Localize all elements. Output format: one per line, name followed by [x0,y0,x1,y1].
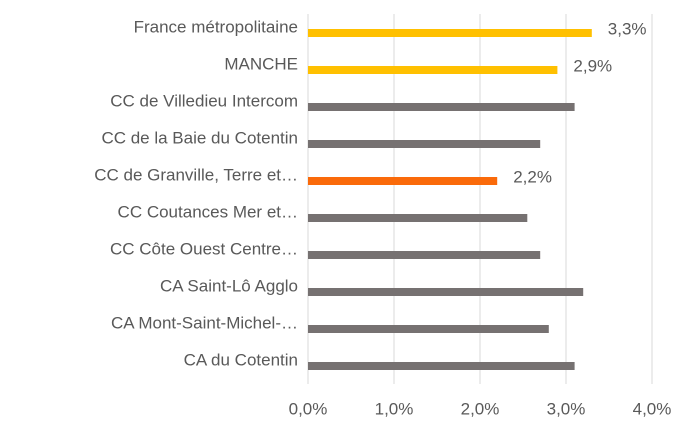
y-tick-label: CC de Granville, Terre et… [94,165,298,184]
x-tick-label: 2,0% [461,399,500,418]
y-tick-label: CC de la Baie du Cotentin [101,128,298,147]
bar [308,66,558,74]
y-tick-label: CC Coutances Mer et… [118,202,298,221]
x-tick-label: 1,0% [375,399,414,418]
bar [308,177,498,185]
bar [308,29,592,37]
bar [308,214,528,222]
x-tick-label: 3,0% [547,399,586,418]
y-tick-label: CA Mont-Saint-Michel-… [111,313,298,332]
bar [308,325,549,333]
y-tick-label: MANCHE [224,54,298,73]
x-tick-label: 4,0% [633,399,672,418]
data-label: 2,9% [573,56,612,75]
bar [308,362,575,370]
x-tick-label: 0,0% [289,399,328,418]
y-tick-label: CA du Cotentin [184,350,298,369]
y-tick-label: CC de Villedieu Intercom [110,91,298,110]
bar [308,103,575,111]
data-label: 2,2% [513,167,552,186]
bar [308,251,541,259]
bar [308,140,541,148]
y-tick-label: France métropolitaine [134,17,298,36]
data-label: 3,3% [608,19,647,38]
y-tick-label: CA Saint-Lô Agglo [160,276,298,295]
y-tick-label: CC Côte Ouest Centre… [110,239,298,258]
bar [308,288,584,296]
